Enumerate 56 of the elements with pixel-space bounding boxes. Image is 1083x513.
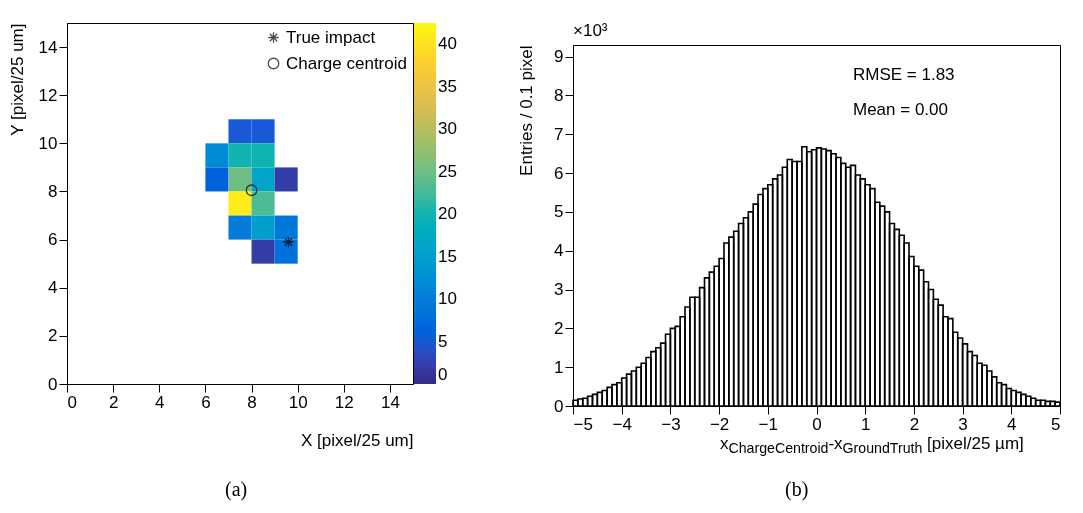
- y-tick-label: 4: [48, 278, 58, 298]
- color-bar-label: 20: [438, 204, 457, 224]
- y-tick-label: 2: [554, 318, 564, 338]
- y-tick-label: 6: [48, 230, 58, 250]
- y-tick-label: 4: [554, 241, 564, 261]
- y-tick-label: 10: [38, 133, 58, 153]
- x-tick-label: 6: [201, 392, 211, 412]
- x-axis-title: X [pixel/25 um]: [301, 430, 414, 450]
- color-bar-label: 0: [438, 365, 448, 384]
- x-tick-label: 0: [812, 414, 822, 434]
- color-bar-label: 35: [438, 76, 457, 96]
- x-tick-label: 2: [108, 392, 119, 412]
- legend-label: True impact: [286, 27, 376, 47]
- color-bar-label: 40: [438, 34, 457, 54]
- y-tick-label: 12: [38, 85, 58, 105]
- color-bar-label: 15: [438, 246, 457, 266]
- y-tick-label: 0: [48, 374, 58, 394]
- legend-label: Charge centroid: [286, 53, 407, 73]
- color-bar-label: 5: [438, 331, 448, 351]
- x-tick-label: 4: [1007, 414, 1017, 434]
- annotation: RMSE = 1.83: [853, 65, 955, 84]
- x-tick-label: −5: [573, 414, 593, 434]
- x-tick-label: −4: [612, 414, 632, 434]
- y-tick-label: 7: [554, 124, 564, 144]
- x-tick-label: −1: [758, 414, 778, 434]
- y-axis-title: Y [pixel/25 um]: [7, 23, 27, 136]
- y-axis-title: Entries / 0.1 pixel: [517, 45, 537, 176]
- text: (a): [225, 478, 248, 501]
- text: (b): [785, 478, 809, 501]
- x-tick-label: 14: [380, 392, 400, 412]
- color-bar-label: 25: [438, 161, 457, 181]
- y-tick-label: 8: [48, 181, 58, 201]
- x-tick-label: 1: [860, 414, 871, 434]
- x-tick-label: −3: [661, 414, 681, 434]
- x-axis-title: x$_{ChargeCentroid}$-x$_{GroundTruth}$ [pixel/25 µm]: [720, 434, 1024, 457]
- x-tick-label: 8: [247, 392, 257, 412]
- annotation: Mean = 0.00: [853, 100, 948, 119]
- text: ×10³: [573, 21, 608, 40]
- color-bar-label: 10: [438, 289, 457, 309]
- x-tick-label: 5: [1051, 414, 1061, 434]
- x-tick-label: 2: [909, 414, 920, 434]
- y-tick-label: 6: [554, 163, 564, 183]
- x-tick-label: 10: [288, 392, 308, 412]
- y-tick-label: 14: [38, 37, 58, 57]
- x-tick-label: 4: [155, 392, 165, 412]
- x-tick-label: −2: [709, 414, 730, 434]
- y-tick-label: 8: [554, 85, 564, 105]
- x-tick-label: 12: [334, 392, 354, 412]
- y-tick-label: 9: [554, 47, 564, 67]
- x-tick-label: 0: [67, 392, 77, 412]
- color-bar-label: 30: [438, 119, 457, 139]
- x-tick-label: 3: [958, 414, 968, 434]
- y-tick-label: 1: [554, 357, 564, 377]
- y-tick-label: 3: [554, 280, 564, 300]
- y-tick-label: 5: [554, 202, 564, 222]
- y-tick-label: 2: [48, 326, 58, 346]
